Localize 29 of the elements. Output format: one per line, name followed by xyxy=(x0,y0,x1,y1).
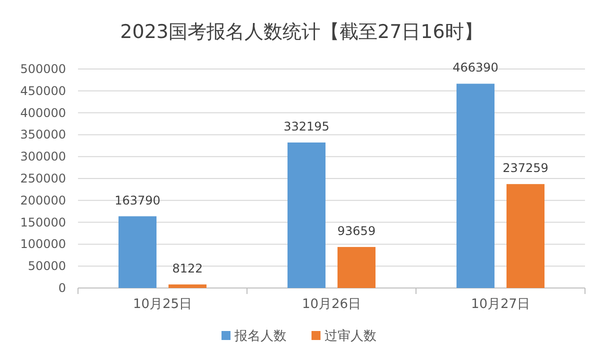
bar xyxy=(168,284,206,288)
y-tick-label: 400000 xyxy=(20,106,66,120)
y-tick-label: 50000 xyxy=(28,259,66,274)
y-tick-label: 300000 xyxy=(20,150,66,164)
y-tick-label: 350000 xyxy=(20,128,66,142)
data-label: 8122 xyxy=(172,261,203,276)
bar xyxy=(506,184,544,288)
legend-label: 报名人数 xyxy=(234,329,286,344)
y-tick-label: 500000 xyxy=(20,62,66,76)
x-tick-label: 10月26日 xyxy=(302,297,362,312)
bar xyxy=(288,142,326,288)
bar xyxy=(118,216,156,288)
data-label: 237259 xyxy=(502,161,548,176)
y-tick-label: 200000 xyxy=(20,193,66,208)
bar xyxy=(338,246,376,288)
y-tick-label: 0 xyxy=(58,281,66,295)
chart-title: 2023国考报名人数统计【截至27日16时】 xyxy=(120,21,483,43)
x-tick-label: 10月25日 xyxy=(132,297,192,312)
y-tick-label: 250000 xyxy=(20,172,66,186)
data-label: 93659 xyxy=(337,224,376,238)
data-label: 466390 xyxy=(452,60,498,75)
y-tick-label: 100000 xyxy=(20,237,66,252)
y-tick-label: 150000 xyxy=(20,215,66,230)
legend-label: 过审人数 xyxy=(324,328,376,344)
data-label: 332195 xyxy=(284,120,330,134)
bar xyxy=(456,84,494,288)
y-tick-label: 450000 xyxy=(20,84,66,98)
x-tick-label: 10月27日 xyxy=(470,297,530,312)
data-label: 163790 xyxy=(114,193,160,208)
